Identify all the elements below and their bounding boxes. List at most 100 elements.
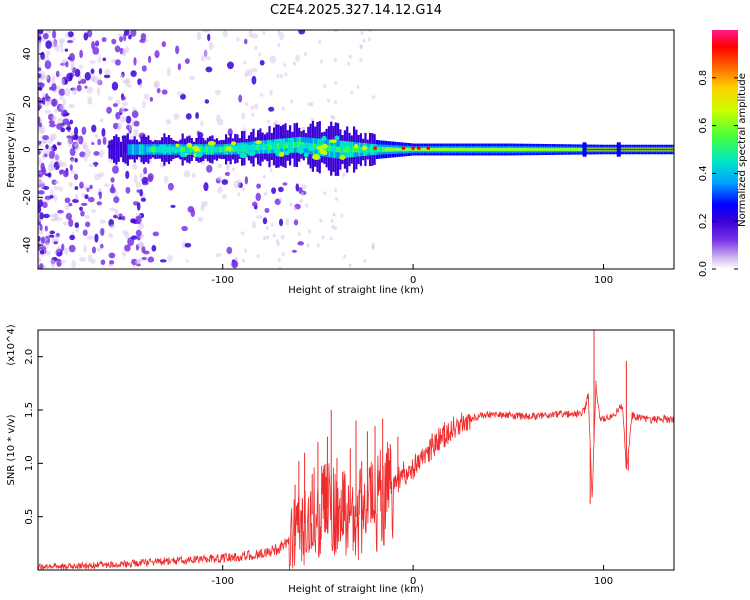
spectrogram-noise-blob — [243, 38, 248, 45]
spectrogram-noise-blob — [238, 94, 243, 103]
spectrogram-ridge-core — [315, 143, 318, 150]
spectrogram-noise-blob — [334, 30, 338, 33]
spectrogram-noise-blob — [221, 193, 227, 200]
spectrogram-noise-blob — [125, 186, 131, 194]
spectrogram-ridge-band — [129, 144, 132, 155]
spectrogram-ridge-core — [219, 146, 222, 153]
spectrogram-ridge-blob — [276, 138, 284, 144]
spectrogram-noise-blob — [87, 100, 93, 105]
spectrogram-ridge-blob — [353, 144, 359, 149]
spectrogram-noise-blob — [117, 216, 124, 220]
spectrogram-ridge-blob — [268, 141, 274, 146]
spectrogram-noise-blob — [125, 46, 130, 54]
spectrogram-noise-blob — [143, 93, 150, 100]
spectrogram-noise-blob — [87, 96, 93, 102]
spectrogram-ridge-core — [256, 144, 259, 151]
spectrogram-noise-blob — [67, 137, 72, 147]
spectrogram-notch — [582, 142, 587, 157]
spectrogram-noise-blob — [59, 40, 64, 48]
spectrogram-noise-blob — [350, 90, 354, 95]
spectrogram-noise-blob — [79, 49, 83, 59]
spectrogram-noise-blob — [190, 208, 196, 218]
spectrogram-noise-blob — [53, 233, 60, 243]
spectrogram-noise-blob — [38, 40, 42, 48]
spectrogram-noise-blob — [264, 191, 268, 196]
spectrogram-noise-blob — [334, 80, 338, 85]
spectrogram-noise-blob — [48, 120, 55, 124]
spectrogram-noise-blob — [283, 63, 287, 68]
spectrogram-ridge-core — [199, 146, 202, 153]
spectrogram-ridge-core — [178, 146, 181, 153]
spectrogram-noise-blob — [38, 177, 42, 185]
snr-y-label: SNR (10 * v/v) — [6, 414, 17, 485]
spectrogram-ridge-blob — [239, 152, 248, 159]
spectrogram-noise-blob — [332, 115, 336, 120]
spectrogram-ridge-blob — [264, 145, 269, 151]
spectrogram-x-tick-label: -100 — [211, 275, 234, 286]
spectrogram-ridge-core — [336, 146, 339, 153]
spectrogram-noise-blob — [49, 230, 56, 235]
spectrogram-noise-blob — [101, 37, 107, 43]
spectrogram-noise-blob — [86, 30, 93, 38]
spectrogram-noise-blob — [348, 54, 352, 59]
spectrogram-noise-blob — [97, 138, 102, 146]
spectrogram-noise-blob — [53, 194, 58, 202]
spectrogram-noise-blob — [181, 240, 187, 249]
spectrogram-noise-blob — [77, 135, 84, 145]
spectrogram-noise-blob — [38, 116, 41, 125]
spectrogram-ridge-core — [311, 143, 314, 150]
spectrogram-noise-blob — [362, 38, 366, 43]
spectrogram-noise-blob — [133, 174, 138, 184]
spectrogram-noise-blob — [271, 187, 277, 195]
colorbar-label: Normalized spectral amplitude — [737, 73, 748, 227]
spectrogram-noise-blob — [277, 43, 281, 48]
spectrogram-noise-blob — [128, 34, 132, 40]
spectrogram-noise-blob — [57, 141, 61, 146]
spectrogram-noise-blob — [284, 72, 288, 77]
spectrogram-noise-blob — [177, 63, 182, 71]
spectrogram-noise-blob — [342, 173, 346, 178]
spectrogram-noise-blob — [203, 49, 208, 58]
spectrogram-noise-blob — [147, 55, 152, 64]
spectrogram-noise-blob — [121, 215, 126, 221]
spectrogram-ridge-band — [143, 144, 146, 155]
spectrogram-noise-blob — [38, 257, 41, 262]
spectrogram-y-tick-label: -20 — [22, 189, 33, 205]
spectrogram-noise-blob — [130, 218, 137, 224]
spectrogram-noise-blob — [76, 84, 82, 92]
spectrogram-ridge-core — [205, 146, 209, 153]
spectrogram-noise-blob — [69, 73, 73, 81]
spectrogram-noise-blob — [119, 73, 124, 79]
spectrogram-noise-blob — [44, 109, 51, 114]
spectrogram-noise-blob — [262, 217, 268, 225]
spectrogram-noise-blob — [89, 60, 96, 64]
spectrogram-noise-blob — [329, 236, 333, 241]
spectrogram-noise-blob — [100, 243, 104, 249]
snr-y-tick-label: 1.0 — [24, 455, 35, 471]
spectrogram-noise-blob — [255, 192, 261, 202]
spectrogram-peak-point — [426, 146, 431, 150]
spectrogram-noise-blob — [175, 45, 180, 55]
spectrogram-noise-blob — [45, 198, 50, 205]
spectrogram-noise-blob — [200, 55, 206, 62]
spectrogram-noise-blob — [278, 218, 284, 227]
spectrogram-noise-blob — [59, 169, 66, 174]
spectrogram-ridge-core — [295, 142, 298, 148]
spectrogram-noise-blob — [48, 213, 55, 218]
spectrogram-noise-blob — [320, 59, 324, 64]
spectrogram-noise-blob — [79, 64, 83, 70]
spectrogram-noise-blob — [62, 98, 66, 106]
spectrogram-x-label: Height of straight line (km) — [288, 285, 424, 296]
spectrogram-noise-blob — [214, 89, 221, 96]
spectrogram-noise-blob — [149, 96, 154, 102]
spectrogram-noise-blob — [38, 30, 44, 35]
spectrogram-noise-blob — [173, 113, 180, 121]
spectrogram-noise-blob — [130, 70, 137, 77]
spectrogram-noise-blob — [185, 113, 192, 120]
spectrogram-noise-blob — [139, 83, 143, 89]
spectrogram-noise-blob — [256, 215, 263, 219]
spectrogram-noise-blob — [128, 124, 133, 131]
snr-x-label: Height of straight line (km) — [288, 584, 424, 595]
spectrogram-ridge-core — [146, 146, 149, 153]
spectrogram-noise-blob — [278, 186, 284, 193]
